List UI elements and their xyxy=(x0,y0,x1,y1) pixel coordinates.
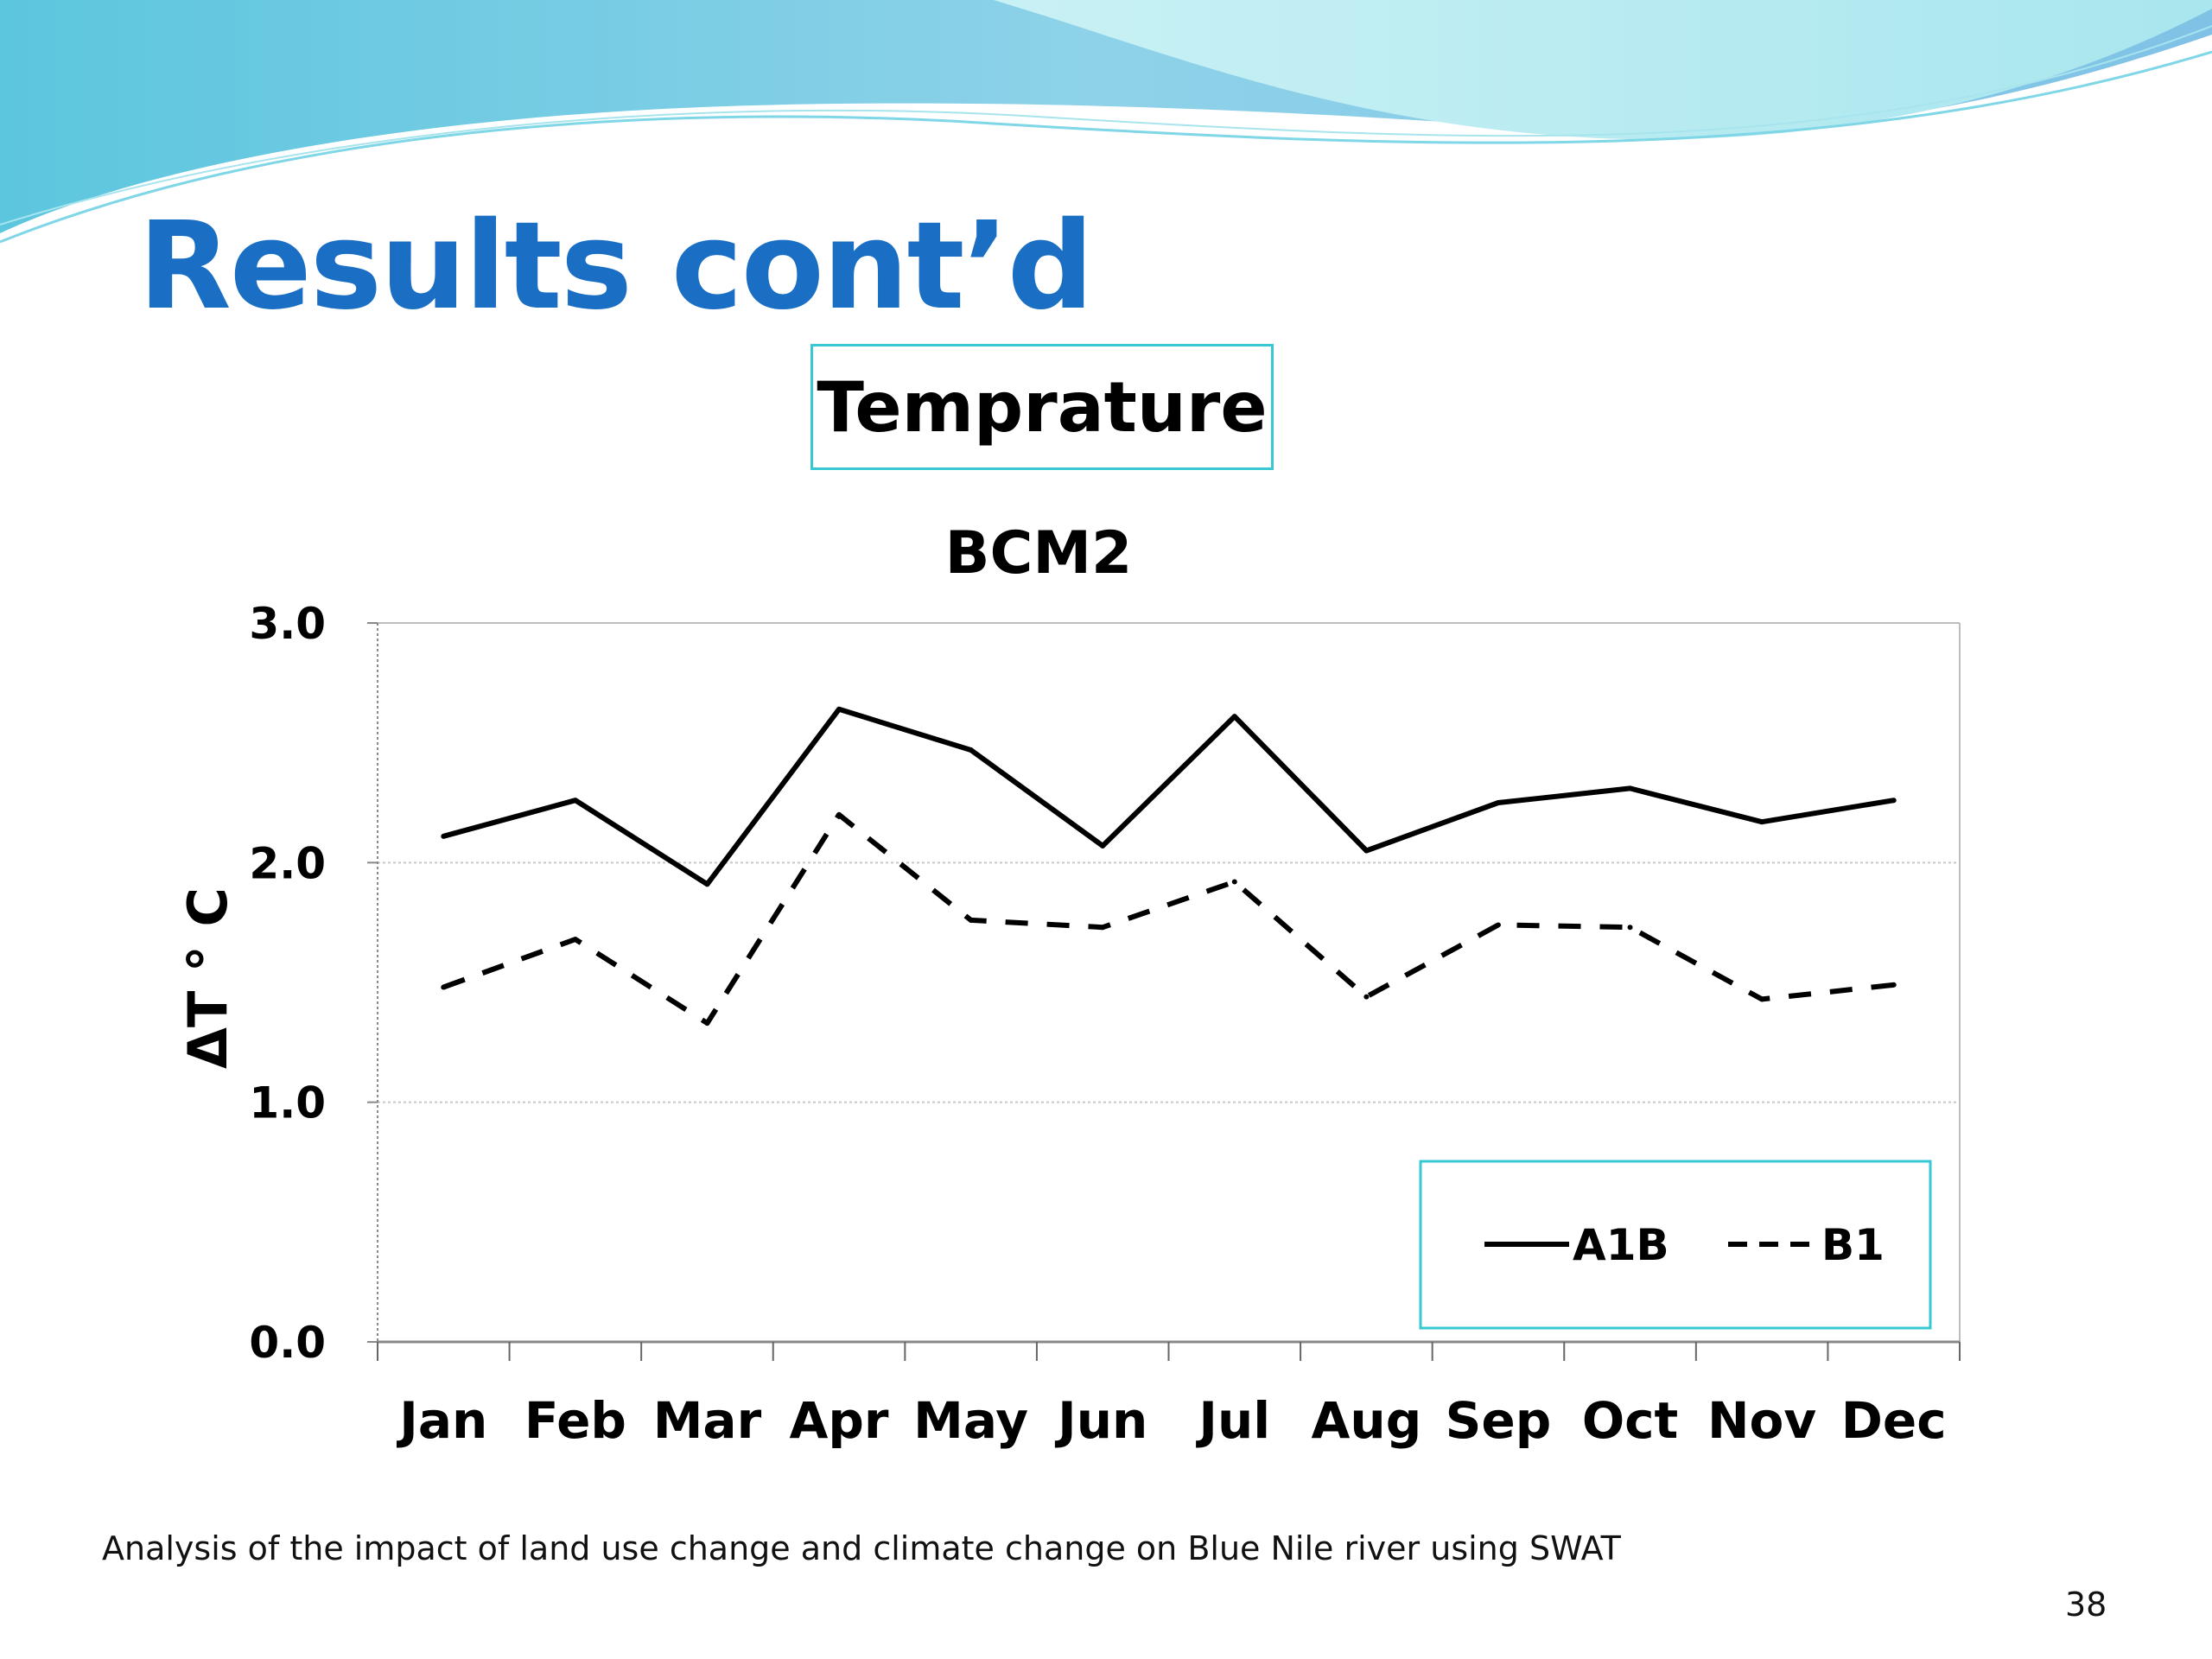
data-point-a1b xyxy=(1759,819,1765,825)
x-tick-label: Jan xyxy=(396,1391,487,1450)
series-line-b1 xyxy=(442,811,1895,1027)
data-point-a1b xyxy=(1100,842,1106,849)
decorative-wave-banner xyxy=(0,0,2212,244)
x-tick-label: Feb xyxy=(524,1391,626,1450)
y-tick-label: 3.0 xyxy=(249,599,326,649)
gridlines xyxy=(378,861,1960,1103)
chart-title: BCM2 xyxy=(945,519,1133,588)
x-tick-label: Jun xyxy=(1054,1391,1147,1450)
x-tick-label: Apr xyxy=(790,1391,889,1450)
data-point-a1b xyxy=(441,833,447,839)
data-point-b1 xyxy=(1759,996,1765,1002)
legend-label-b1: B1 xyxy=(1821,1220,1885,1270)
data-point-a1b xyxy=(572,798,578,804)
data-point-a1b xyxy=(1627,785,1633,791)
x-tick-label: Aug xyxy=(1312,1391,1422,1450)
data-point-a1b xyxy=(1891,798,1897,804)
x-tick-label: Sep xyxy=(1446,1391,1552,1450)
data-point-b1 xyxy=(1363,994,1370,1000)
y-tick-label: 2.0 xyxy=(249,838,326,888)
page-number: 38 xyxy=(2065,1586,2107,1624)
y-tick-label: 1.0 xyxy=(249,1078,326,1128)
data-point-a1b xyxy=(1495,800,1501,805)
x-tick-label: Dec xyxy=(1841,1391,1947,1450)
legend-label-a1b: A1B xyxy=(1573,1220,1669,1270)
data-point-a1b xyxy=(836,706,842,712)
data-point-a1b xyxy=(704,881,710,887)
data-point-a1b xyxy=(968,747,974,753)
data-point-b1 xyxy=(1627,925,1633,931)
banner-wave-front xyxy=(994,0,2212,140)
axes: 0.0 1.0 2.0 3.0 Jan Feb Mar Apr May Jun Jul Aug Sep O… xyxy=(249,599,1961,1450)
x-tick-label: May xyxy=(913,1391,1028,1450)
data-point-a1b xyxy=(1363,848,1370,854)
x-tick-label: Mar xyxy=(653,1391,762,1450)
x-tick-label: Jul xyxy=(1195,1391,1270,1450)
data-point-b1 xyxy=(572,937,578,943)
footer-note: Analysis of the impact of land use chang… xyxy=(102,1529,1621,1567)
x-tick-label: Nov xyxy=(1707,1391,1816,1450)
slide-title: Results cont’d xyxy=(138,196,1094,337)
data-point-b1 xyxy=(836,811,842,817)
series-lines xyxy=(441,706,1897,1027)
data-point-b1 xyxy=(1100,925,1106,931)
series-line-a1b xyxy=(442,706,1895,887)
data-point-b1 xyxy=(1495,922,1501,928)
x-tick-label: Oct xyxy=(1582,1391,1678,1450)
banner-wave-line xyxy=(0,50,2212,244)
topic-label: Temprature xyxy=(817,366,1268,448)
data-point-b1 xyxy=(704,1020,710,1027)
y-tick-label: 0.0 xyxy=(249,1318,326,1368)
topic-label-box: Temprature xyxy=(810,344,1274,470)
data-point-b1 xyxy=(1891,982,1897,988)
data-point-b1 xyxy=(1231,879,1237,885)
data-point-b1 xyxy=(968,917,974,923)
banner-wave-line xyxy=(0,25,2212,226)
data-point-b1 xyxy=(441,984,447,990)
legend: A1B B1 xyxy=(1419,1160,1932,1330)
data-point-a1b xyxy=(1231,714,1237,720)
y-axis-label: ΔT ° C xyxy=(176,887,239,1069)
